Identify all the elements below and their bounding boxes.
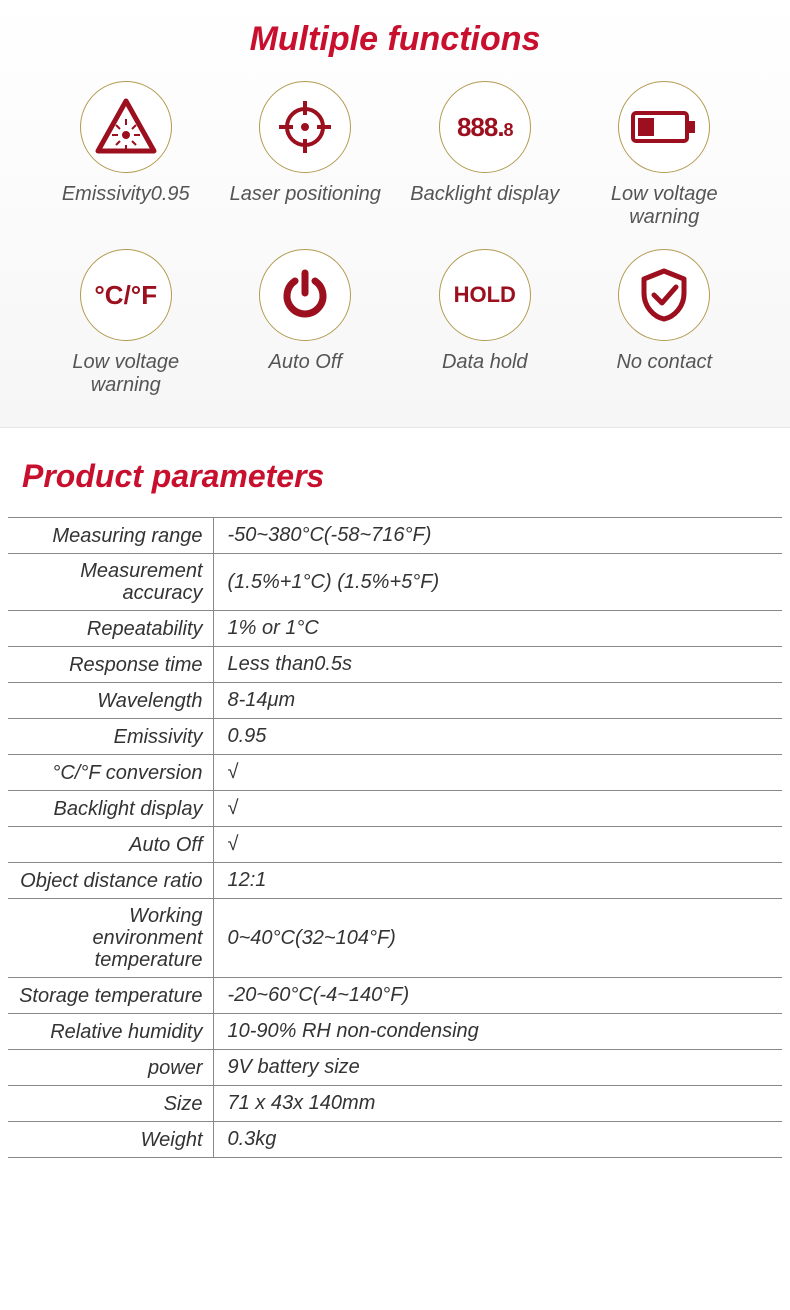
param-key: Working environment temperature	[8, 899, 213, 978]
features-grid: Emissivity0.95 Laser positioning 888.8	[0, 81, 790, 397]
table-row: Working environment temperature0~40°C(32…	[8, 899, 782, 978]
parameters-table: Measuring range-50~380°C(-58~716°F)Measu…	[8, 517, 782, 1158]
feature-data-hold: HOLD Data hold	[395, 249, 575, 397]
param-value: 10-90% RH non-condensing	[213, 1014, 782, 1050]
table-row: Wavelength8-14μm	[8, 683, 782, 719]
table-row: Relative humidity10-90% RH non-condensin…	[8, 1014, 782, 1050]
param-key: Response time	[8, 647, 213, 683]
feature-laser-positioning: Laser positioning	[216, 81, 396, 229]
param-value: 0~40°C(32~104°F)	[213, 899, 782, 978]
table-row: Response timeLess than0.5s	[8, 647, 782, 683]
laser-warning-icon	[80, 81, 172, 173]
param-value: √	[213, 827, 782, 863]
param-key: power	[8, 1050, 213, 1086]
feature-label: Auto Off	[269, 351, 342, 374]
feature-label: Data hold	[442, 351, 528, 374]
seven-segment-icon: 888.8	[439, 81, 531, 173]
crosshair-icon	[259, 81, 351, 173]
feature-emissivity: Emissivity0.95	[36, 81, 216, 229]
hold-icon: HOLD	[439, 249, 531, 341]
parameters-title: Product parameters	[8, 458, 782, 495]
param-value: 0.3kg	[213, 1122, 782, 1158]
param-key: Backlight display	[8, 791, 213, 827]
param-value: 1% or 1°C	[213, 611, 782, 647]
functions-section: Multiple functions	[0, 0, 790, 428]
param-key: Wavelength	[8, 683, 213, 719]
param-value: 9V battery size	[213, 1050, 782, 1086]
param-key: Measurement accuracy	[8, 554, 213, 611]
table-row: Auto Off√	[8, 827, 782, 863]
parameters-section: Product parameters Measuring range-50~38…	[0, 428, 790, 1178]
feature-label: Low voltage warning	[46, 351, 206, 397]
feature-label: Low voltage warning	[584, 183, 744, 229]
table-row: Measuring range-50~380°C(-58~716°F)	[8, 518, 782, 554]
param-key: Repeatability	[8, 611, 213, 647]
shield-check-icon	[618, 249, 710, 341]
feature-label: Laser positioning	[230, 183, 381, 206]
table-row: Storage temperature-20~60°C(-4~140°F)	[8, 978, 782, 1014]
table-row: Weight0.3kg	[8, 1122, 782, 1158]
table-row: Emissivity0.95	[8, 719, 782, 755]
battery-low-icon	[618, 81, 710, 173]
param-value: (1.5%+1°C) (1.5%+5°F)	[213, 554, 782, 611]
param-key: Weight	[8, 1122, 213, 1158]
table-row: Object distance ratio12:1	[8, 863, 782, 899]
param-value: 12:1	[213, 863, 782, 899]
param-value: √	[213, 791, 782, 827]
table-row: Repeatability1% or 1°C	[8, 611, 782, 647]
param-value: 0.95	[213, 719, 782, 755]
param-key: °C/°F conversion	[8, 755, 213, 791]
param-key: Relative humidity	[8, 1014, 213, 1050]
feature-label: Emissivity0.95	[62, 183, 190, 206]
param-key: Emissivity	[8, 719, 213, 755]
celsius-fahrenheit-icon: °C/°F	[80, 249, 172, 341]
param-value: -20~60°C(-4~140°F)	[213, 978, 782, 1014]
feature-no-contact: No contact	[575, 249, 755, 397]
power-icon	[259, 249, 351, 341]
feature-auto-off: Auto Off	[216, 249, 396, 397]
feature-backlight: 888.8 Backlight display	[395, 81, 575, 229]
param-key: Auto Off	[8, 827, 213, 863]
table-row: °C/°F conversion√	[8, 755, 782, 791]
param-key: Storage temperature	[8, 978, 213, 1014]
param-value: √	[213, 755, 782, 791]
feature-cf: °C/°F Low voltage warning	[36, 249, 216, 397]
table-row: Backlight display√	[8, 791, 782, 827]
param-value: Less than0.5s	[213, 647, 782, 683]
feature-low-voltage: Low voltage warning	[575, 81, 755, 229]
param-value: 8-14μm	[213, 683, 782, 719]
feature-label: Backlight display	[410, 183, 559, 206]
functions-title: Multiple functions	[0, 20, 790, 59]
feature-label: No contact	[616, 351, 712, 374]
table-row: Measurement accuracy(1.5%+1°C) (1.5%+5°F…	[8, 554, 782, 611]
param-key: Size	[8, 1086, 213, 1122]
param-key: Measuring range	[8, 518, 213, 554]
table-row: power9V battery size	[8, 1050, 782, 1086]
param-value: -50~380°C(-58~716°F)	[213, 518, 782, 554]
param-value: 71 x 43x 140mm	[213, 1086, 782, 1122]
param-key: Object distance ratio	[8, 863, 213, 899]
table-row: Size71 x 43x 140mm	[8, 1086, 782, 1122]
